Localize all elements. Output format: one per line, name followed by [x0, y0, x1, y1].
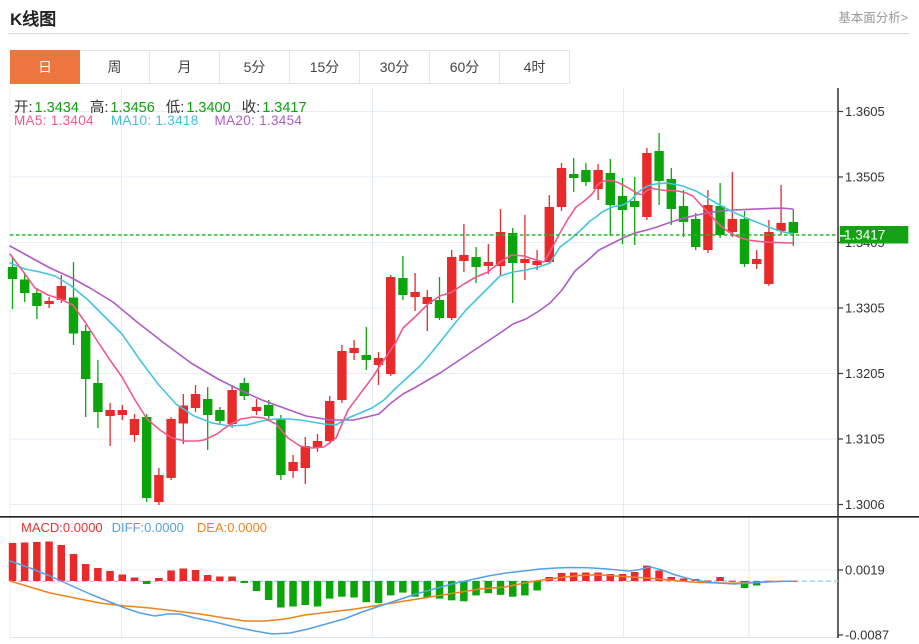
svg-text:-0.0087: -0.0087	[845, 628, 889, 643]
svg-text:1.3006: 1.3006	[845, 497, 885, 512]
svg-text:1.3205: 1.3205	[845, 366, 885, 381]
svg-text:1.3505: 1.3505	[845, 170, 885, 185]
svg-text:0.0019: 0.0019	[845, 563, 885, 578]
svg-text:1.3605: 1.3605	[845, 104, 885, 119]
svg-text:1.3305: 1.3305	[845, 301, 885, 316]
svg-text:1.3417: 1.3417	[844, 228, 885, 243]
svg-text:1.3105: 1.3105	[845, 432, 885, 447]
